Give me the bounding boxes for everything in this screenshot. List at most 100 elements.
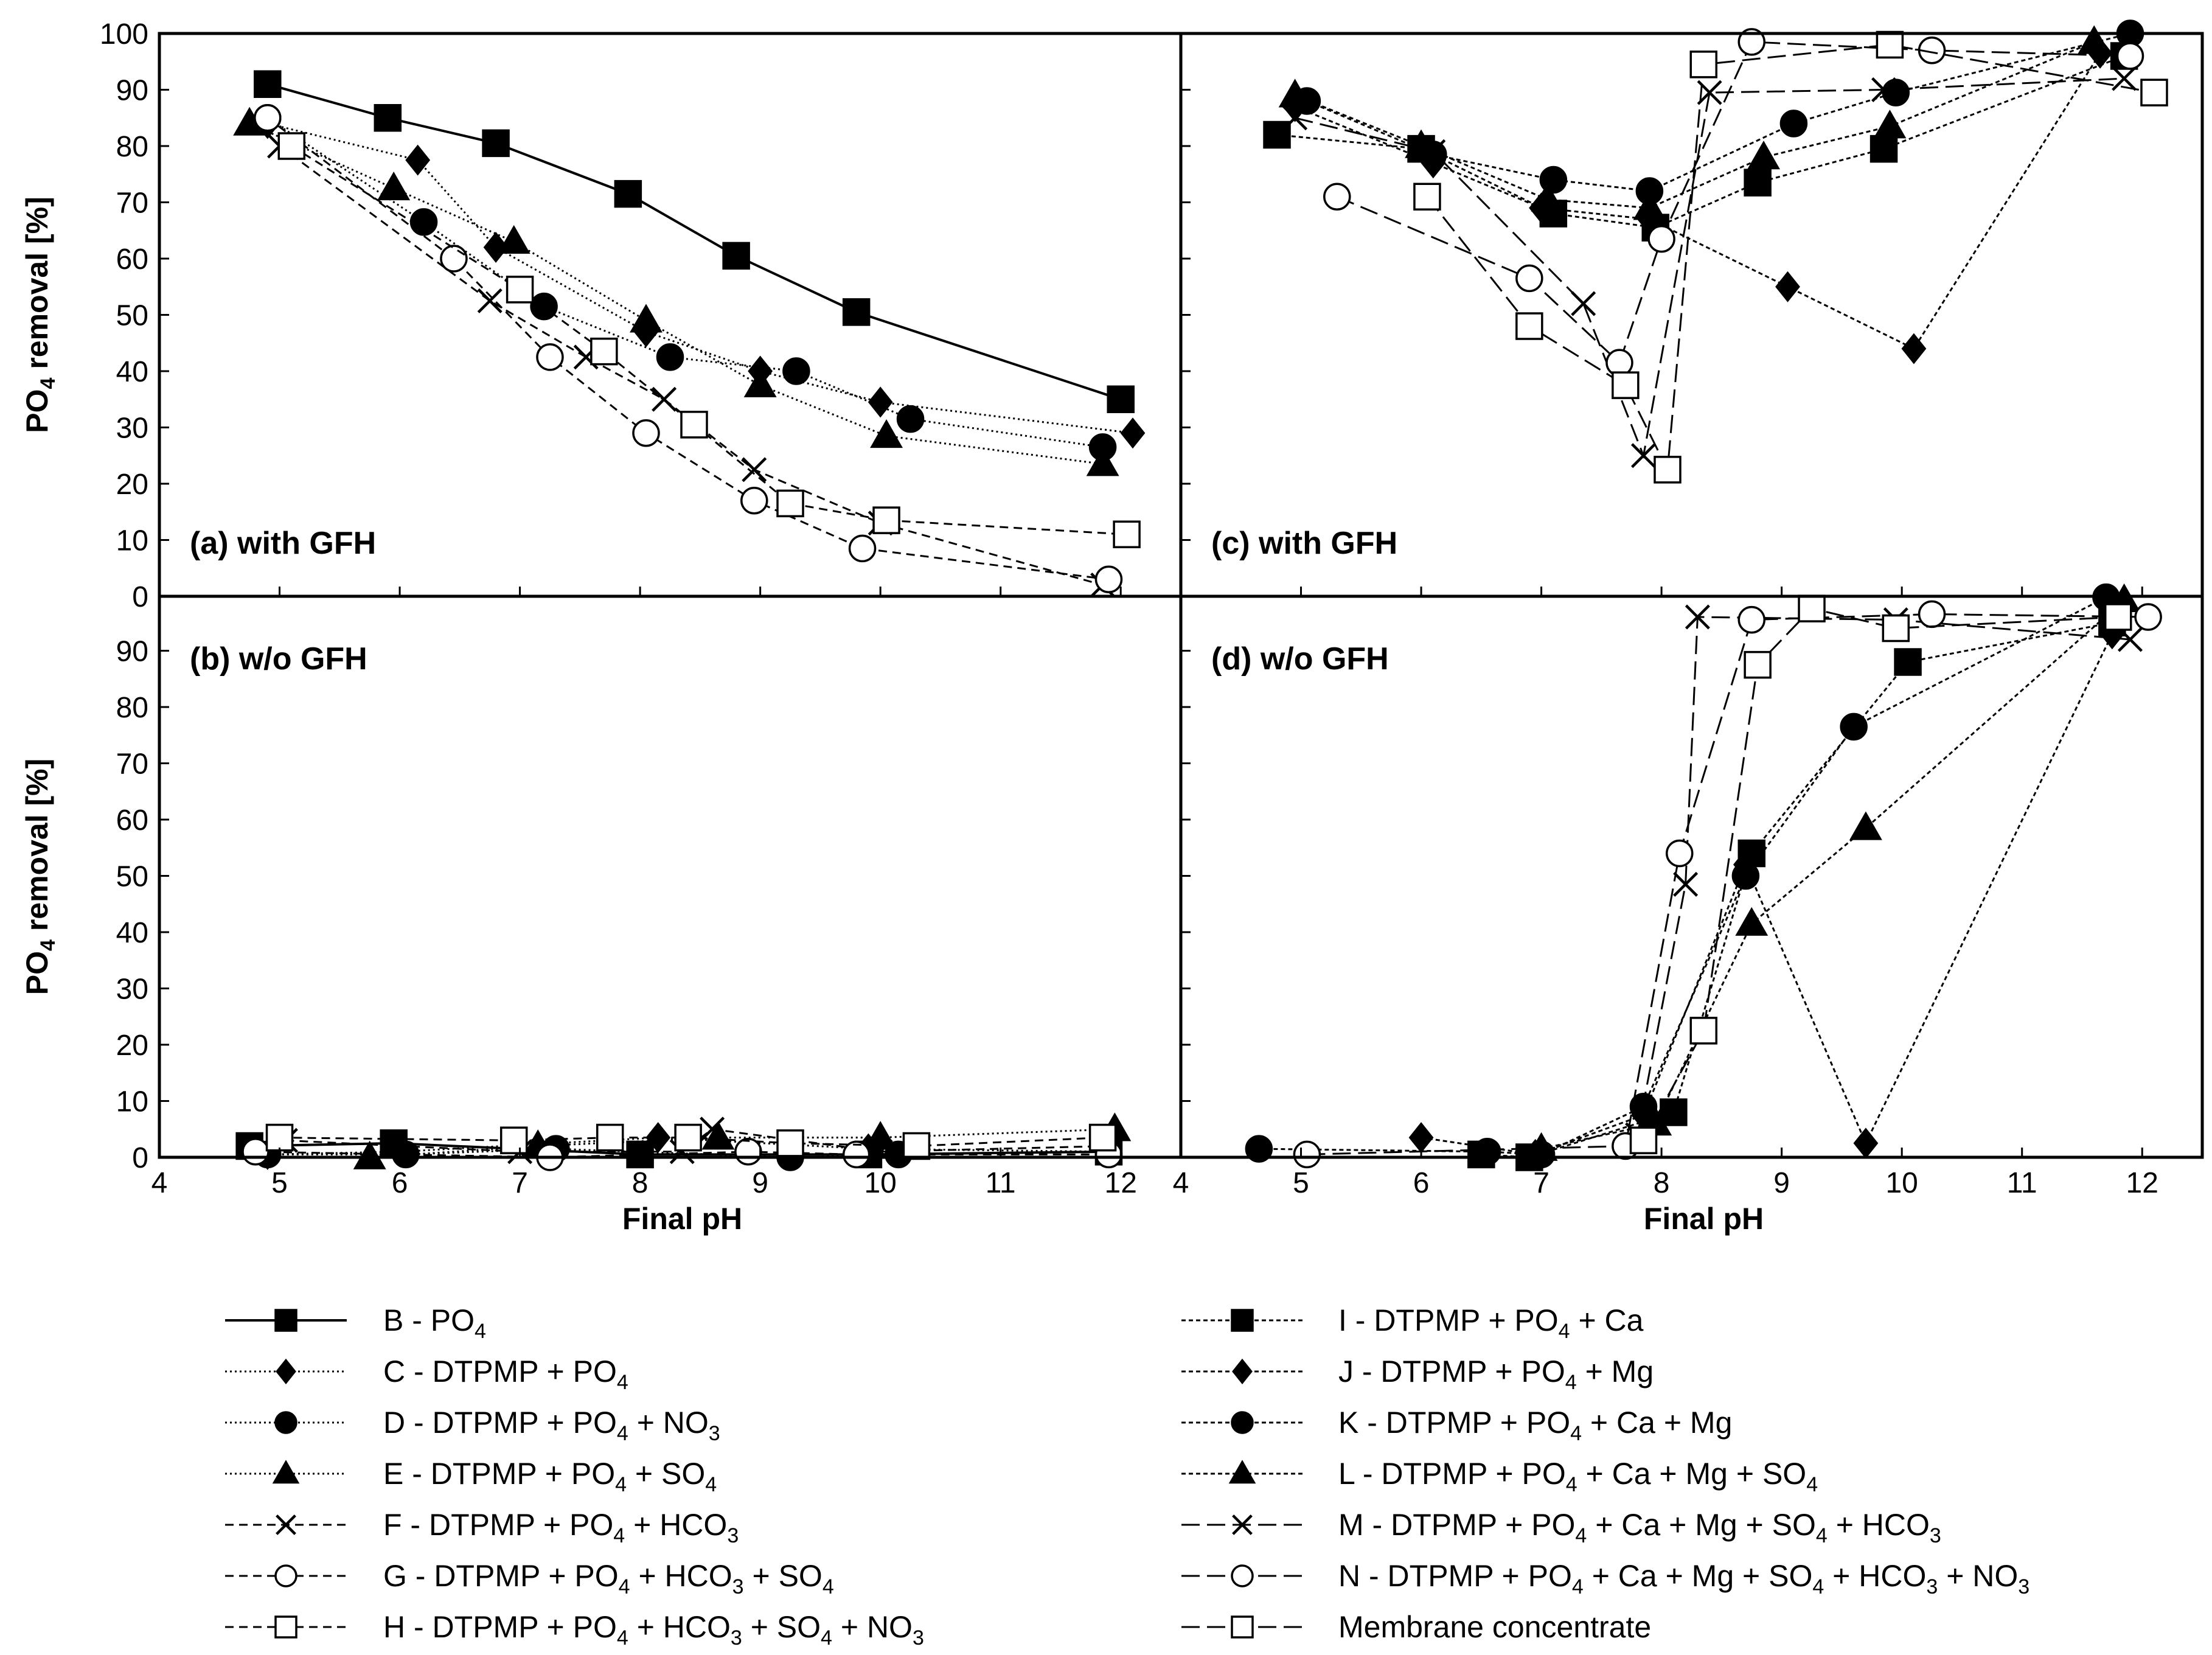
data-point bbox=[1853, 1127, 1879, 1159]
data-point bbox=[776, 1129, 804, 1157]
series-line bbox=[266, 117, 1103, 448]
text-run: + Mg bbox=[1577, 1354, 1654, 1388]
legend-label: B - PO4 bbox=[383, 1303, 486, 1343]
legend-marker bbox=[1231, 1564, 1254, 1587]
text-run: Membrane concentrate bbox=[1338, 1610, 1651, 1644]
y-tick-label: 30 bbox=[116, 974, 148, 1006]
text-run: + NO bbox=[1938, 1559, 2018, 1593]
text-run: PO bbox=[20, 951, 54, 995]
y-tick-label: 80 bbox=[116, 131, 148, 163]
x-tick-label: 11 bbox=[2007, 1167, 2037, 1199]
panel-label: (c) with GFH bbox=[1211, 526, 1397, 561]
data-point bbox=[596, 1123, 624, 1152]
text-run: removal [%] bbox=[20, 197, 54, 377]
series-b-H bbox=[265, 1123, 1117, 1160]
data-point bbox=[1088, 1123, 1117, 1152]
x-tick-label: 10 bbox=[1885, 1167, 1918, 1199]
data-point bbox=[1629, 1126, 1658, 1154]
subscript: 3 bbox=[709, 1422, 720, 1445]
data-point bbox=[2112, 66, 2137, 91]
legend-marker bbox=[272, 1460, 300, 1484]
data-point bbox=[477, 288, 503, 313]
data-point bbox=[1689, 51, 1718, 78]
y-tick-label: 20 bbox=[116, 1030, 148, 1062]
data-point bbox=[2140, 78, 2168, 106]
legend-label: Membrane concentrate bbox=[1338, 1610, 1651, 1644]
data-point bbox=[1737, 28, 1766, 56]
data-point bbox=[1120, 417, 1146, 449]
data-point bbox=[1630, 443, 1656, 469]
x-tick-label: 7 bbox=[512, 1167, 528, 1199]
data-point bbox=[1245, 1135, 1273, 1163]
y-tick-label: 40 bbox=[116, 917, 148, 949]
y-tick-label: 40 bbox=[116, 356, 148, 388]
data-point bbox=[1571, 291, 1596, 316]
series-line bbox=[1481, 621, 2113, 1158]
data-point bbox=[1869, 134, 1898, 163]
subscript: 4 bbox=[705, 1473, 717, 1496]
data-point bbox=[868, 386, 893, 418]
legend-entry-N: N - DTPMP + PO4 + Ca + Mg + SO4 + HCO3 +… bbox=[1181, 1559, 2029, 1598]
x-axis-title: Final pH bbox=[1644, 1202, 1764, 1236]
data-point bbox=[842, 298, 871, 326]
data-point bbox=[2116, 42, 2144, 70]
legend-entry-I: I - DTPMP + PO4 + Ca bbox=[1181, 1303, 1644, 1343]
y-tick-label: 60 bbox=[116, 804, 148, 837]
subscript: 4 bbox=[615, 1473, 627, 1496]
series-a-G bbox=[254, 104, 1123, 593]
legend-label: M - DTPMP + PO4 + Ca + Mg + SO4 + HCO3 bbox=[1338, 1508, 1941, 1547]
data-point bbox=[1894, 648, 1922, 676]
data-point bbox=[1293, 1140, 1321, 1169]
text-run: + Ca + Mg bbox=[1582, 1406, 1732, 1440]
subscript: 3 bbox=[2018, 1575, 2029, 1598]
data-point bbox=[440, 245, 468, 273]
subscript: 4 bbox=[1566, 1473, 1577, 1496]
data-point bbox=[1775, 271, 1800, 302]
data-point bbox=[1849, 811, 1882, 840]
legend-label: I - DTPMP + PO4 + Ca bbox=[1338, 1303, 1644, 1343]
text-run: E - DTPMP + PO bbox=[383, 1457, 615, 1491]
y-axis-title: PO4 removal [%] bbox=[20, 759, 60, 995]
data-point bbox=[1282, 105, 1308, 131]
text-run: + Ca bbox=[1570, 1303, 1644, 1337]
legend-marker bbox=[274, 1615, 297, 1639]
text-run: + Ca + Mg + SO bbox=[1577, 1457, 1807, 1491]
legend-entry-B: B - PO4 bbox=[225, 1303, 486, 1343]
y-tick-label: 100 bbox=[100, 18, 148, 51]
x-axis: 4 5 6 7 8 9 10 11 12 Final pH 4 5 6 7 8 9 10 11 12 Final pH bbox=[151, 587, 2158, 1236]
data-point bbox=[1612, 371, 1640, 399]
data-point bbox=[405, 144, 431, 176]
y-tick-label: 10 bbox=[116, 525, 148, 557]
text-run: + NO bbox=[832, 1610, 913, 1644]
series-a-D bbox=[254, 104, 1117, 461]
data-point bbox=[1744, 169, 1772, 197]
legend-label: N - DTPMP + PO4 + Ca + Mg + SO4 + HCO3 +… bbox=[1338, 1559, 2029, 1598]
data-point bbox=[896, 405, 925, 433]
data-point bbox=[242, 1138, 270, 1166]
data-point bbox=[1779, 110, 1808, 138]
data-point bbox=[374, 104, 402, 132]
series-c-L bbox=[1278, 25, 2111, 220]
series-d-I bbox=[1467, 608, 2126, 1171]
text-run: L - DTPMP + PO bbox=[1338, 1457, 1566, 1491]
y-tick-label: 0 bbox=[132, 581, 148, 613]
y-axis-title-bottom: PO4 removal [%] bbox=[20, 759, 60, 995]
text-run: B - PO bbox=[383, 1303, 475, 1337]
x-tick-label: 11 bbox=[986, 1167, 1016, 1199]
text-run: removal [%] bbox=[20, 759, 54, 939]
data-point bbox=[742, 457, 767, 483]
text-run: I - DTPMP + PO bbox=[1338, 1303, 1559, 1337]
data-point bbox=[1876, 30, 1904, 59]
series-d-MC bbox=[1629, 594, 2132, 1154]
data-point bbox=[1647, 225, 1675, 253]
legend-entry-MC: Membrane concentrate bbox=[1181, 1610, 1651, 1644]
legend-entry-E: E - DTPMP + PO4 + SO4 bbox=[225, 1457, 717, 1496]
legend-entry-C: C - DTPMP + PO4 bbox=[225, 1354, 628, 1394]
legend-marker bbox=[274, 1309, 297, 1332]
legend-entry-L: L - DTPMP + PO4 + Ca + Mg + SO4 bbox=[1181, 1457, 1818, 1496]
data-point bbox=[743, 368, 777, 397]
subscript: 3 bbox=[727, 1524, 739, 1547]
text-run: + Ca + Mg + SO bbox=[1587, 1508, 1816, 1542]
series-a-B bbox=[254, 70, 1135, 413]
x-axis-title: Final pH bbox=[622, 1202, 742, 1236]
